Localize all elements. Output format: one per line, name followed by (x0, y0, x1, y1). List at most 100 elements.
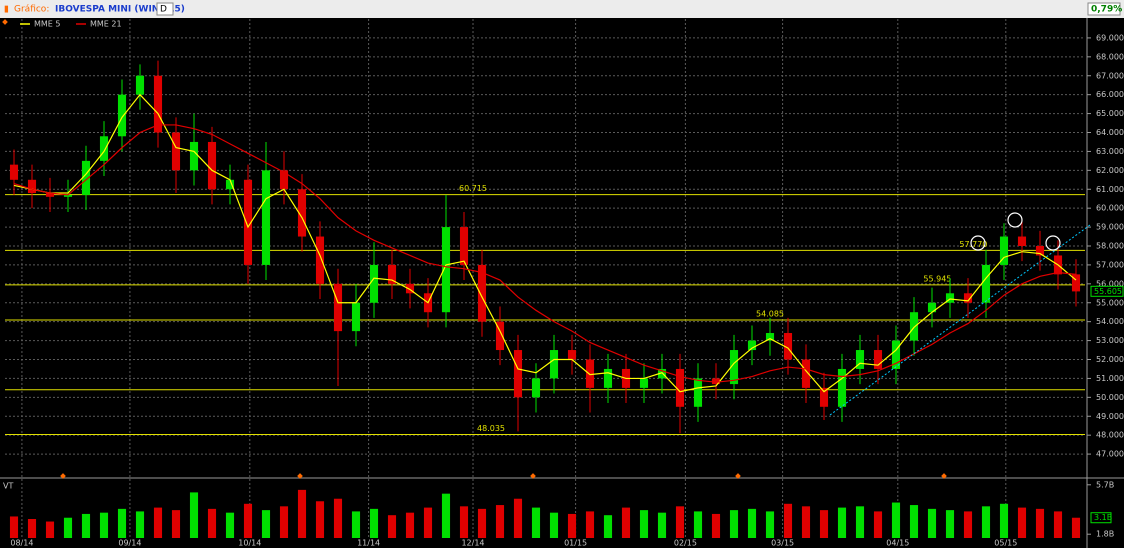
volume-bar (1071, 517, 1081, 538)
volume-bar (477, 508, 487, 538)
volume-bar (945, 510, 955, 538)
volume-bar (801, 506, 811, 538)
volume-bar (675, 506, 685, 538)
x-tick-label: 04/15 (886, 539, 909, 548)
volume-bar (261, 510, 271, 538)
y-tick-label: 60.000 (1096, 204, 1124, 213)
candle-body (279, 170, 289, 190)
candle-body (891, 340, 901, 369)
volume-bar (81, 513, 91, 538)
period[interactable]: D (160, 5, 167, 15)
volume-bar (711, 513, 721, 538)
candle-body (27, 179, 37, 194)
legend-label: MME 5 (34, 20, 61, 29)
candle-body (135, 75, 145, 95)
candle-body (243, 179, 253, 265)
volume-bar (243, 503, 253, 538)
y-tick-label: 66.000 (1096, 90, 1124, 99)
candle-body (1071, 274, 1081, 292)
volume-bar (981, 506, 991, 538)
x-tick-label: 10/14 (238, 539, 261, 548)
x-tick-label: 02/15 (674, 539, 697, 548)
symbol[interactable]: IBOVESPA MINI (WINM15) (55, 5, 185, 15)
volume-bar (423, 507, 433, 538)
level-label: 54.085 (756, 310, 784, 319)
candle-body (387, 264, 397, 284)
volume-bar (729, 510, 739, 538)
last-price: 55.605 (1094, 287, 1122, 296)
volume-bar (693, 511, 703, 538)
volume-bar (495, 505, 505, 538)
y-tick-label: 55.000 (1096, 298, 1124, 307)
candle-body (909, 312, 919, 341)
y-tick-label: 56.000 (1096, 279, 1124, 288)
candle-body (711, 378, 721, 385)
ema-line (13, 93, 1077, 393)
volume-bar (441, 493, 451, 538)
candle-body (675, 368, 685, 407)
candle-body (765, 333, 775, 341)
event-markers (2, 19, 947, 479)
y-tick-label: 1.8B (1096, 530, 1114, 539)
candle-body (495, 321, 505, 351)
volume-bar (459, 506, 469, 538)
candle-body (549, 350, 559, 379)
candle-body (531, 378, 541, 398)
volume-bar (63, 517, 73, 538)
candle-body (855, 350, 865, 369)
change-box (1087, 2, 1121, 16)
volume-bar (891, 502, 901, 538)
volume-bar (153, 507, 163, 538)
candle-body (927, 302, 937, 313)
volume-bar (837, 507, 847, 538)
y-tick-label: 69.000 (1096, 33, 1124, 42)
volume-bar (351, 511, 361, 538)
x-tick-label: 03/15 (771, 539, 794, 548)
volume-bar (531, 507, 541, 538)
panel-title: VT (3, 482, 13, 491)
volume-bar (639, 510, 649, 538)
candle-body (513, 350, 523, 398)
candle-body (747, 340, 757, 351)
y-tick-label: 51.000 (1096, 374, 1124, 383)
x-tick-label: 12/14 (461, 539, 484, 548)
candle-body (351, 302, 361, 332)
y-tick-label: 54.000 (1096, 317, 1124, 326)
volume-bar (783, 503, 793, 538)
volume-bar (171, 510, 181, 538)
y-tick-label: 65.000 (1096, 109, 1124, 118)
y-tick-label: 68.000 (1096, 52, 1124, 61)
volume-bar (747, 508, 757, 538)
volume-bar (135, 511, 145, 538)
candle-body (657, 368, 667, 379)
candle-body (369, 264, 379, 303)
ema-line (13, 124, 1077, 383)
volume-bar (27, 519, 37, 538)
level-label: 55.945 (923, 274, 951, 283)
candle-body (1035, 246, 1045, 256)
candle-body (261, 170, 271, 265)
y-tick-label: 50.000 (1096, 393, 1124, 402)
candle-body (873, 350, 883, 369)
x-tick-label: 08/14 (10, 539, 33, 548)
candle-body (567, 350, 577, 360)
level-label: 57.770 (959, 240, 987, 249)
level-label: 48.035 (477, 424, 505, 433)
chart-icon: ▮ (4, 5, 9, 15)
y-tick-label: 58.000 (1096, 242, 1124, 251)
volume-bar (279, 506, 289, 538)
period-select[interactable] (156, 2, 174, 16)
candle-body (945, 293, 955, 303)
candle-body (315, 236, 325, 284)
volume-bar (333, 498, 343, 538)
candle-body (405, 283, 415, 294)
volume-bar (621, 507, 631, 538)
toolbar (0, 0, 1124, 18)
x-tick-label: 09/14 (118, 539, 141, 548)
volume-bar (873, 511, 883, 538)
y-tick-label: 57.000 (1096, 260, 1124, 269)
candle-body (333, 283, 343, 332)
trend-line (829, 224, 1091, 416)
candle-body (999, 236, 1009, 265)
